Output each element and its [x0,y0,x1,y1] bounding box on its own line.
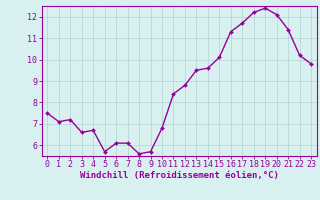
X-axis label: Windchill (Refroidissement éolien,°C): Windchill (Refroidissement éolien,°C) [80,171,279,180]
